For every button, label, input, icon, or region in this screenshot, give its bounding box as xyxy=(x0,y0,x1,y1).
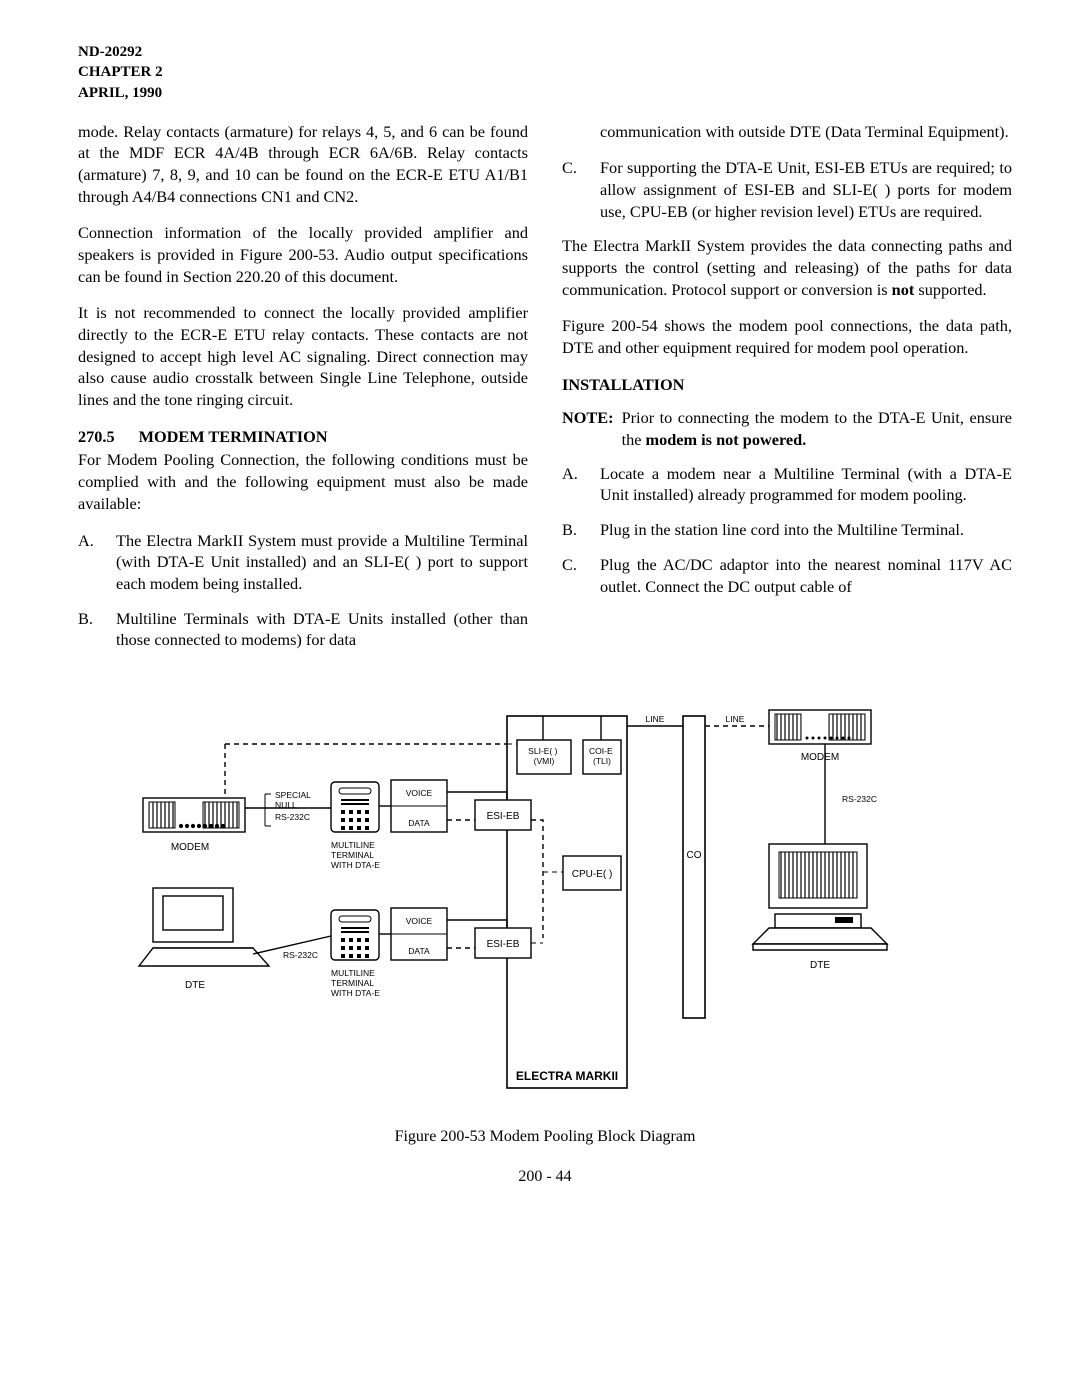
note: NOTE: Prior to connecting the modem to t… xyxy=(562,407,1012,450)
doc-chapter: CHAPTER 2 xyxy=(78,62,1012,82)
text-bold: modem is not powered. xyxy=(646,430,807,449)
installation-heading: INSTALLATION xyxy=(562,374,1012,396)
list-body: The Electra MarkII System must provide a… xyxy=(116,530,528,595)
co-label: CO xyxy=(687,850,702,861)
voice-label-2: VOICE xyxy=(406,916,433,926)
modem-left-label: MODEM xyxy=(171,842,209,853)
section-heading: 270.5 MODEM TERMINATION xyxy=(78,426,528,448)
dte-left-label: DTE xyxy=(185,980,205,991)
list-item: C. For supporting the DTA-E Unit, ESI-EB… xyxy=(562,157,1012,222)
list-letter: A. xyxy=(562,463,584,506)
section-title: MODEM TERMINATION xyxy=(139,426,328,448)
list-body: Locate a modem near a Multiline Terminal… xyxy=(600,463,1012,506)
right-column: communication with outside DTE (Data Ter… xyxy=(562,121,1012,664)
para: The Electra MarkII System provides the d… xyxy=(562,235,1012,300)
esi-label-1: ESI-EB xyxy=(487,811,520,822)
list-letter: C. xyxy=(562,157,584,222)
list-body: Multiline Terminals with DTA-E Units ins… xyxy=(116,608,528,651)
text: supported. xyxy=(914,280,986,299)
mlt-upper-label: MULTILINE TERMINAL WITH DTA-E xyxy=(331,840,380,870)
modem-right-icon xyxy=(769,710,871,744)
dte-right-label: DTE xyxy=(810,960,830,971)
doc-header: ND-20292 CHAPTER 2 APRIL, 1990 xyxy=(78,42,1012,103)
para: It is not recommended to connect the loc… xyxy=(78,302,528,410)
multiline-terminal-upper-icon xyxy=(331,782,379,832)
data-label-1: DATA xyxy=(408,818,430,828)
dte-left-icon xyxy=(139,888,269,966)
list-letter: A. xyxy=(78,530,100,595)
note-body: Prior to connecting the modem to the DTA… xyxy=(622,407,1012,450)
mlt-lower-label: MULTILINE TERMINAL WITH DTA-E xyxy=(331,968,380,998)
line-label-2: LINE xyxy=(726,714,745,724)
left-column: mode. Relay contacts (armature) for rela… xyxy=(78,121,528,664)
body-columns: mode. Relay contacts (armature) for rela… xyxy=(78,121,1012,664)
modem-left-icon xyxy=(143,798,245,832)
doc-date: APRIL, 1990 xyxy=(78,83,1012,103)
para: For Modem Pooling Connection, the follow… xyxy=(78,449,528,514)
data-label-2: DATA xyxy=(408,946,430,956)
list-letter: B. xyxy=(78,608,100,651)
list-body: For supporting the DTA-E Unit, ESI-EB ET… xyxy=(600,157,1012,222)
para: Figure 200-54 shows the modem pool conne… xyxy=(562,315,1012,358)
list-letter: C. xyxy=(562,554,584,597)
list-body: Plug in the station line cord into the M… xyxy=(600,519,1012,541)
rs232c-label-1: RS-232C xyxy=(275,812,310,822)
multiline-terminal-lower-icon xyxy=(331,910,379,960)
list-body: Plug the AC/DC adaptor into the nearest … xyxy=(600,554,1012,597)
modem-right-label: MODEM xyxy=(801,752,839,763)
rs232c-label-2: RS-232C xyxy=(283,950,318,960)
list-item: A. The Electra MarkII System must provid… xyxy=(78,530,528,595)
diagram-svg: MODEM SPECIAL NULL RS-232C MULTILINE TER… xyxy=(135,688,955,1118)
para: communication with outside DTE (Data Ter… xyxy=(562,121,1012,143)
dte-right-icon xyxy=(753,844,887,950)
para: Connection information of the locally pr… xyxy=(78,222,528,287)
list-item: A. Locate a modem near a Multiline Termi… xyxy=(562,463,1012,506)
list-letter: B. xyxy=(562,519,584,541)
list-item: B. Plug in the station line cord into th… xyxy=(562,519,1012,541)
system-label: ELECTRA MARKII xyxy=(516,1069,618,1083)
line-label-1: LINE xyxy=(646,714,665,724)
text-bold: not xyxy=(892,280,915,299)
page-number: 200 - 44 xyxy=(78,1168,1012,1186)
modem-pooling-diagram: MODEM SPECIAL NULL RS-232C MULTILINE TER… xyxy=(135,688,955,1118)
list-item: B. Multiline Terminals with DTA-E Units … xyxy=(78,608,528,651)
para: mode. Relay contacts (armature) for rela… xyxy=(78,121,528,208)
cpu-label: CPU-E( ) xyxy=(572,869,613,880)
voice-label-1: VOICE xyxy=(406,788,433,798)
section-number: 270.5 xyxy=(78,426,115,448)
doc-id: ND-20292 xyxy=(78,42,1012,62)
note-label: NOTE: xyxy=(562,407,614,450)
esi-label-2: ESI-EB xyxy=(487,939,520,950)
special-null-label: SPECIAL NULL xyxy=(275,790,313,810)
list-item: C. Plug the AC/DC adaptor into the neare… xyxy=(562,554,1012,597)
rs232c-label-3: RS-232C xyxy=(842,794,877,804)
figure-caption: Figure 200-53 Modem Pooling Block Diagra… xyxy=(78,1128,1012,1146)
